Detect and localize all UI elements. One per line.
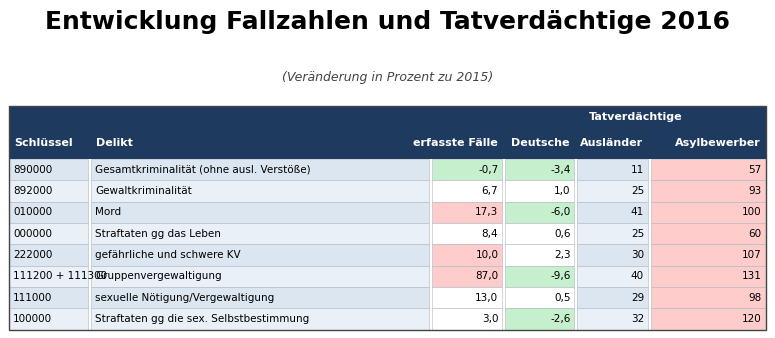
Text: 010000: 010000 — [13, 207, 52, 217]
Text: 93: 93 — [749, 186, 762, 196]
Text: 25: 25 — [631, 186, 644, 196]
Text: 131: 131 — [742, 271, 762, 281]
Text: 0,5: 0,5 — [554, 293, 570, 303]
Text: Gewaltkriminalität: Gewaltkriminalität — [95, 186, 192, 196]
Text: Gruppenvergewaltigung: Gruppenvergewaltigung — [95, 271, 222, 281]
Text: 29: 29 — [631, 293, 644, 303]
Text: 890000: 890000 — [13, 165, 53, 174]
Text: 000000: 000000 — [13, 228, 52, 239]
Text: 111200 + 111300: 111200 + 111300 — [13, 271, 107, 281]
Text: 40: 40 — [631, 271, 644, 281]
Text: -9,6: -9,6 — [550, 271, 570, 281]
Text: Ausländer: Ausländer — [580, 138, 643, 148]
Text: 120: 120 — [742, 314, 762, 324]
Text: erfasste Fälle: erfasste Fälle — [413, 138, 498, 148]
Text: (Veränderung in Prozent zu 2015): (Veränderung in Prozent zu 2015) — [282, 71, 493, 84]
Text: -0,7: -0,7 — [478, 165, 498, 174]
Text: 87,0: 87,0 — [475, 271, 498, 281]
Text: 6,7: 6,7 — [482, 186, 498, 196]
Text: Delikt: Delikt — [96, 138, 133, 148]
Text: 892000: 892000 — [13, 186, 53, 196]
Text: 1,0: 1,0 — [554, 186, 570, 196]
Text: 111000: 111000 — [13, 293, 53, 303]
Text: 222000: 222000 — [13, 250, 53, 260]
Text: 0,6: 0,6 — [554, 228, 570, 239]
Text: 107: 107 — [742, 250, 762, 260]
Text: Entwicklung Fallzahlen und Tatverdächtige 2016: Entwicklung Fallzahlen und Tatverdächtig… — [45, 10, 730, 34]
Text: 100: 100 — [742, 207, 762, 217]
Text: Schlüssel: Schlüssel — [14, 138, 73, 148]
Text: 41: 41 — [631, 207, 644, 217]
Text: 100000: 100000 — [13, 314, 52, 324]
Text: Tatverdächtige: Tatverdächtige — [589, 112, 682, 122]
Text: Straftaten gg die sex. Selbstbestimmung: Straftaten gg die sex. Selbstbestimmung — [95, 314, 309, 324]
Text: 8,4: 8,4 — [482, 228, 498, 239]
Text: -2,6: -2,6 — [550, 314, 570, 324]
Text: 57: 57 — [749, 165, 762, 174]
Text: Mord: Mord — [95, 207, 122, 217]
Text: Deutsche: Deutsche — [512, 138, 570, 148]
Text: 17,3: 17,3 — [475, 207, 498, 217]
Text: 3,0: 3,0 — [482, 314, 498, 324]
Text: sexuelle Nötigung/Vergewaltigung: sexuelle Nötigung/Vergewaltigung — [95, 293, 274, 303]
Text: 11: 11 — [631, 165, 644, 174]
Text: Straftaten gg das Leben: Straftaten gg das Leben — [95, 228, 221, 239]
Text: 98: 98 — [749, 293, 762, 303]
Text: 13,0: 13,0 — [475, 293, 498, 303]
Text: 60: 60 — [749, 228, 762, 239]
Text: 2,3: 2,3 — [554, 250, 570, 260]
Text: Asylbewerber: Asylbewerber — [675, 138, 761, 148]
Text: gefährliche und schwere KV: gefährliche und schwere KV — [95, 250, 241, 260]
Text: 10,0: 10,0 — [475, 250, 498, 260]
Text: 30: 30 — [631, 250, 644, 260]
Text: -3,4: -3,4 — [550, 165, 570, 174]
Text: -6,0: -6,0 — [550, 207, 570, 217]
Text: Gesamtkriminalität (ohne ausl. Verstöße): Gesamtkriminalität (ohne ausl. Verstöße) — [95, 165, 311, 174]
Text: 32: 32 — [631, 314, 644, 324]
Text: 25: 25 — [631, 228, 644, 239]
